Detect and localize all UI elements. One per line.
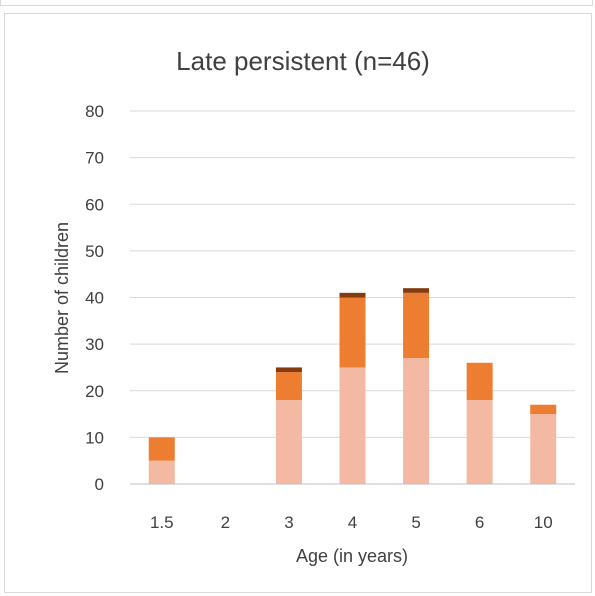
x-tick-label: 1.5: [150, 513, 174, 532]
bars: [148, 288, 557, 484]
x-tick-label: 6: [475, 513, 484, 532]
x-tick-label: 5: [411, 513, 420, 532]
bar-segment-1: [148, 460, 175, 484]
y-tick-label: 50: [85, 242, 104, 261]
y-axis-label: Number of children: [52, 222, 72, 374]
chart-container: [4, 13, 592, 593]
bar-segment-3: [403, 288, 430, 293]
bar-segment-2: [339, 297, 366, 368]
bar-segment-1: [339, 367, 366, 484]
bar-segment-3: [339, 292, 366, 298]
bar-segment-2: [148, 437, 175, 461]
bar-segment-2: [530, 404, 557, 415]
x-axis-label: Age (in years): [296, 546, 408, 566]
x-axis-ticks: 1.5 2 3 4 5 6 10: [150, 513, 553, 532]
x-tick-label: 10: [534, 513, 553, 532]
chart-title: Late persistent (n=46): [176, 46, 430, 76]
x-tick-label: 3: [284, 513, 293, 532]
gridlines: [130, 110, 575, 438]
y-tick-label: 70: [85, 149, 104, 168]
y-tick-label: 20: [85, 382, 104, 401]
bar-segment-1: [403, 358, 430, 484]
bar-segment-1: [275, 400, 302, 484]
bar-segment-1: [466, 400, 493, 484]
bar-segment-2: [275, 372, 302, 401]
x-tick-label: 4: [348, 513, 357, 532]
y-tick-label: 40: [85, 289, 104, 308]
y-tick-label: 0: [95, 475, 104, 494]
bar-segment-2: [403, 292, 430, 359]
bar-segment-1: [530, 414, 557, 484]
previous-chart-frame-edge: [0, 0, 593, 6]
y-axis-ticks: 0 10 20 30 40 50 60 70 80: [85, 102, 104, 494]
y-tick-label: 10: [85, 428, 104, 447]
y-tick-label: 30: [85, 335, 104, 354]
y-tick-label: 60: [85, 195, 104, 214]
y-tick-label: 80: [85, 102, 104, 121]
x-tick-label: 2: [221, 513, 230, 532]
bar-segment-2: [466, 362, 493, 401]
bar-segment-3: [275, 367, 302, 373]
